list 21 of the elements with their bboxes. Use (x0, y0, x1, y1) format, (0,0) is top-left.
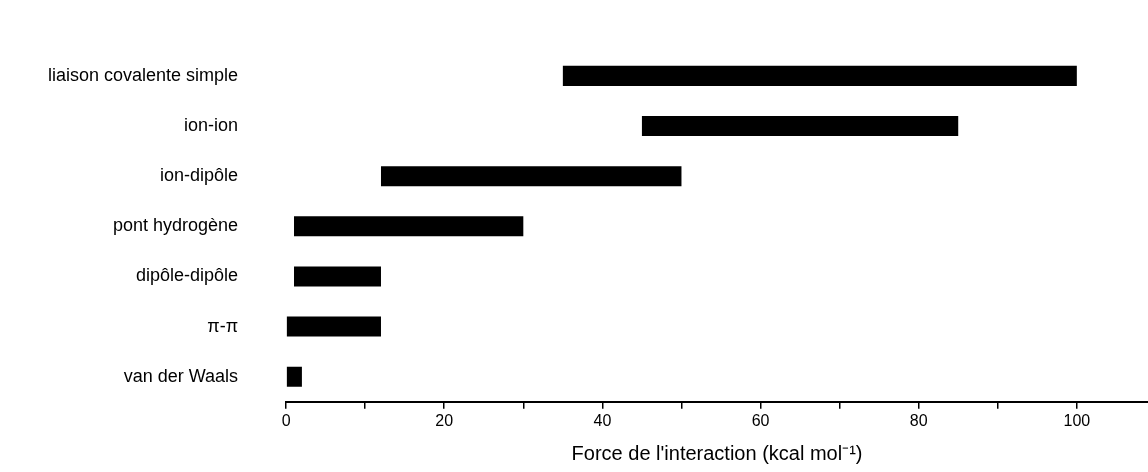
bar (294, 216, 524, 237)
x-tick-label: 80 (909, 411, 928, 429)
bar (641, 115, 959, 137)
x-tick-label: 60 (751, 411, 770, 429)
bar (286, 316, 381, 337)
x-tick-label: 0 (281, 411, 291, 429)
bar (294, 266, 381, 287)
y-tick-label: pont hydrogène (112, 215, 239, 236)
y-tick-label: van der Waals (123, 365, 239, 386)
y-tick-label: ion-dipôle (160, 165, 239, 186)
y-tick-label: dipôle-dipôle (136, 265, 239, 286)
bar (286, 366, 302, 387)
bar (562, 65, 1077, 86)
x-tick-label: 20 (435, 411, 454, 429)
bar (380, 166, 682, 187)
x-tick-label: 40 (593, 411, 612, 429)
x-tick-label: 100 (1063, 411, 1091, 429)
x-axis-title: Force de l'interaction (kcal mol⁻¹) (571, 441, 863, 464)
y-tick-label: liaison covalente simple (47, 64, 239, 85)
y-tick-label: π-π (207, 315, 239, 336)
y-tick-label: ion-ion (184, 114, 239, 135)
